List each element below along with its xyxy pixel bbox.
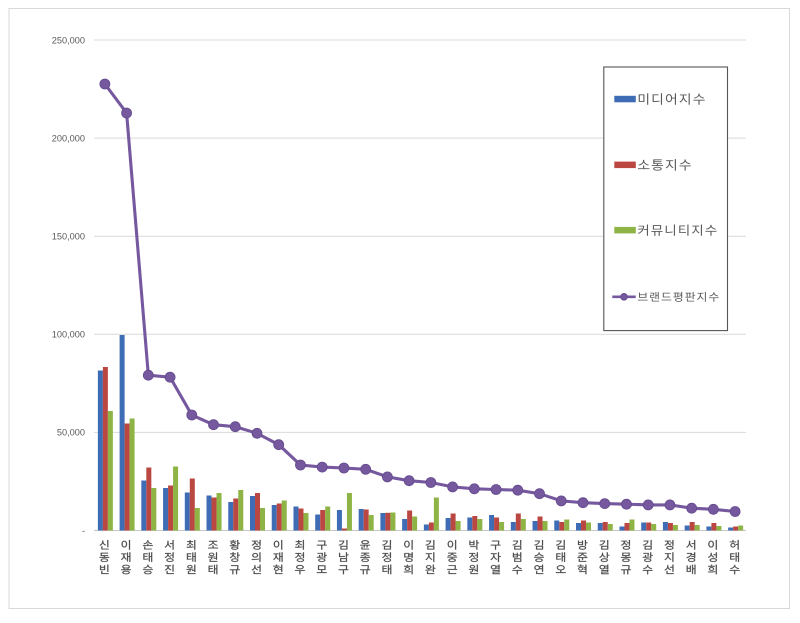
svg-text:200,000: 200,000 xyxy=(52,133,85,143)
svg-text:100,000: 100,000 xyxy=(52,330,85,340)
svg-text:250,000: 250,000 xyxy=(52,35,85,45)
svg-text:-: - xyxy=(82,526,85,536)
svg-text:50,000: 50,000 xyxy=(57,428,85,438)
svg-text:150,000: 150,000 xyxy=(52,232,85,242)
